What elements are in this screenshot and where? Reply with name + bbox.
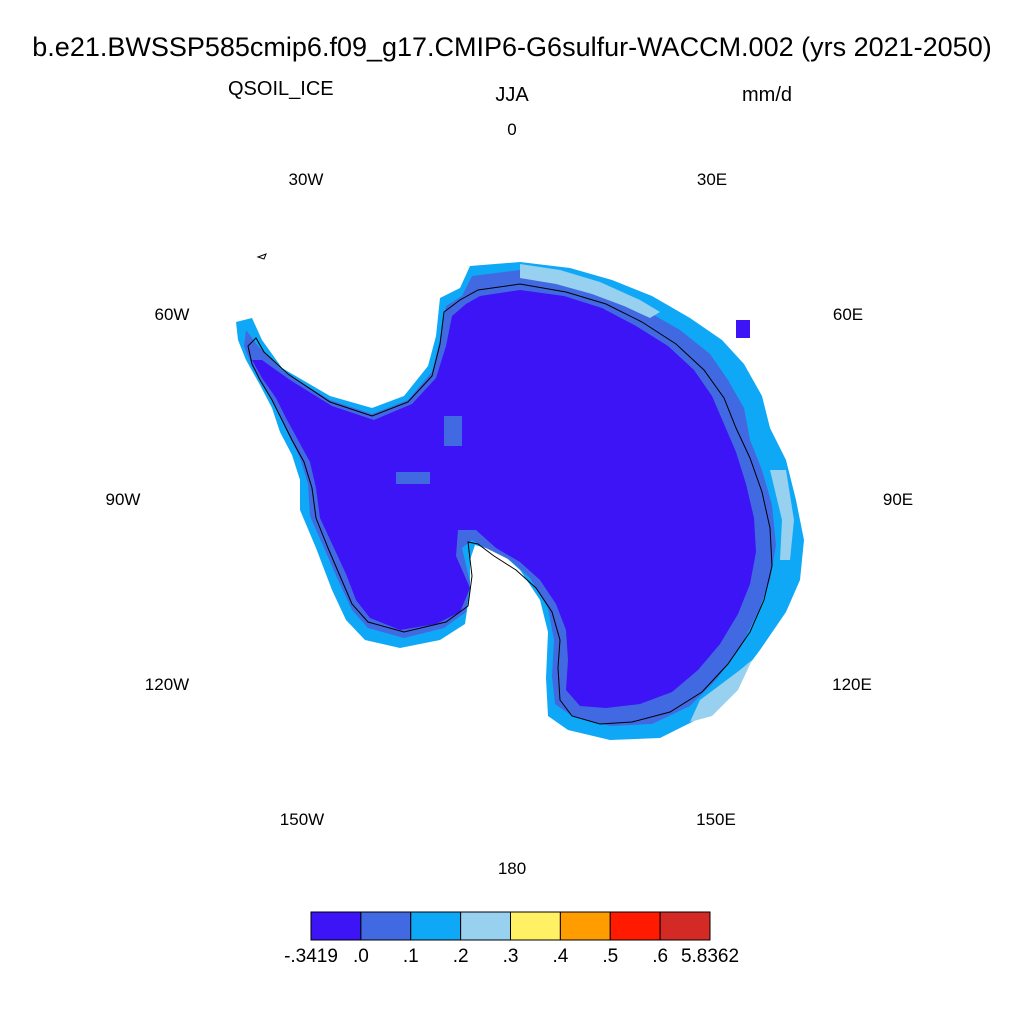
antarctica-polar-map — [236, 253, 804, 740]
plot-title: b.e21.BWSSP585cmip6.f09_g17.CMIP6-G6sulf… — [32, 32, 992, 62]
colorbar-swatch — [310, 911, 362, 941]
colorbar-tick-label: .6 — [652, 946, 669, 967]
island-tile — [396, 472, 430, 484]
colorbar-tick-label: .0 — [352, 946, 369, 967]
small-island-outline — [256, 253, 267, 260]
colorbar-swatch — [609, 911, 661, 941]
lon-label-180: 180 — [497, 859, 527, 878]
variable-name: QSOIL_ICE — [228, 78, 334, 100]
lon-label-150w: 150W — [279, 810, 325, 829]
colorbar-tick-label: .4 — [552, 946, 569, 967]
lon-label-0: 0 — [507, 120, 517, 139]
colorbar-tick-label: .3 — [502, 946, 519, 967]
lon-label-30e: 30E — [696, 170, 728, 189]
lon-label-120w: 120W — [144, 675, 190, 694]
ice-sheet — [252, 290, 756, 708]
lon-label-90w: 90W — [105, 490, 141, 509]
colorbar-tick-label: .1 — [402, 946, 419, 967]
coastline — [247, 283, 773, 725]
colorbar-swatch — [460, 911, 511, 941]
colorbar-tick-label: .5 — [602, 946, 619, 967]
coastal-patch-high-2 — [770, 470, 794, 560]
lon-label-120e: 120E — [832, 675, 872, 694]
island-tile — [736, 320, 750, 338]
colorbar-swatch — [510, 911, 561, 941]
colorbar-tick-label: -.3419 — [284, 946, 338, 967]
colorbar-swatch — [659, 911, 711, 941]
coastal-patch-high-1 — [520, 264, 660, 318]
coastal-patch-high-3 — [690, 660, 752, 722]
island-tile — [444, 416, 462, 446]
colorbar-swatch — [559, 911, 611, 941]
colorbar-tick-label: 5.8362 — [680, 946, 740, 967]
lon-label-30w: 30W — [288, 170, 324, 189]
units-label: mm/d — [742, 84, 792, 106]
colorbar-tick-label: .2 — [452, 946, 469, 967]
season-label: JJA — [495, 84, 529, 106]
lon-label-90e: 90E — [882, 490, 914, 509]
colorbar-swatch — [360, 911, 412, 941]
lon-label-150e: 150E — [696, 810, 736, 829]
lon-label-60w: 60W — [154, 305, 190, 324]
lon-label-60e: 60E — [832, 305, 864, 324]
colorbar-swatch — [410, 911, 462, 941]
